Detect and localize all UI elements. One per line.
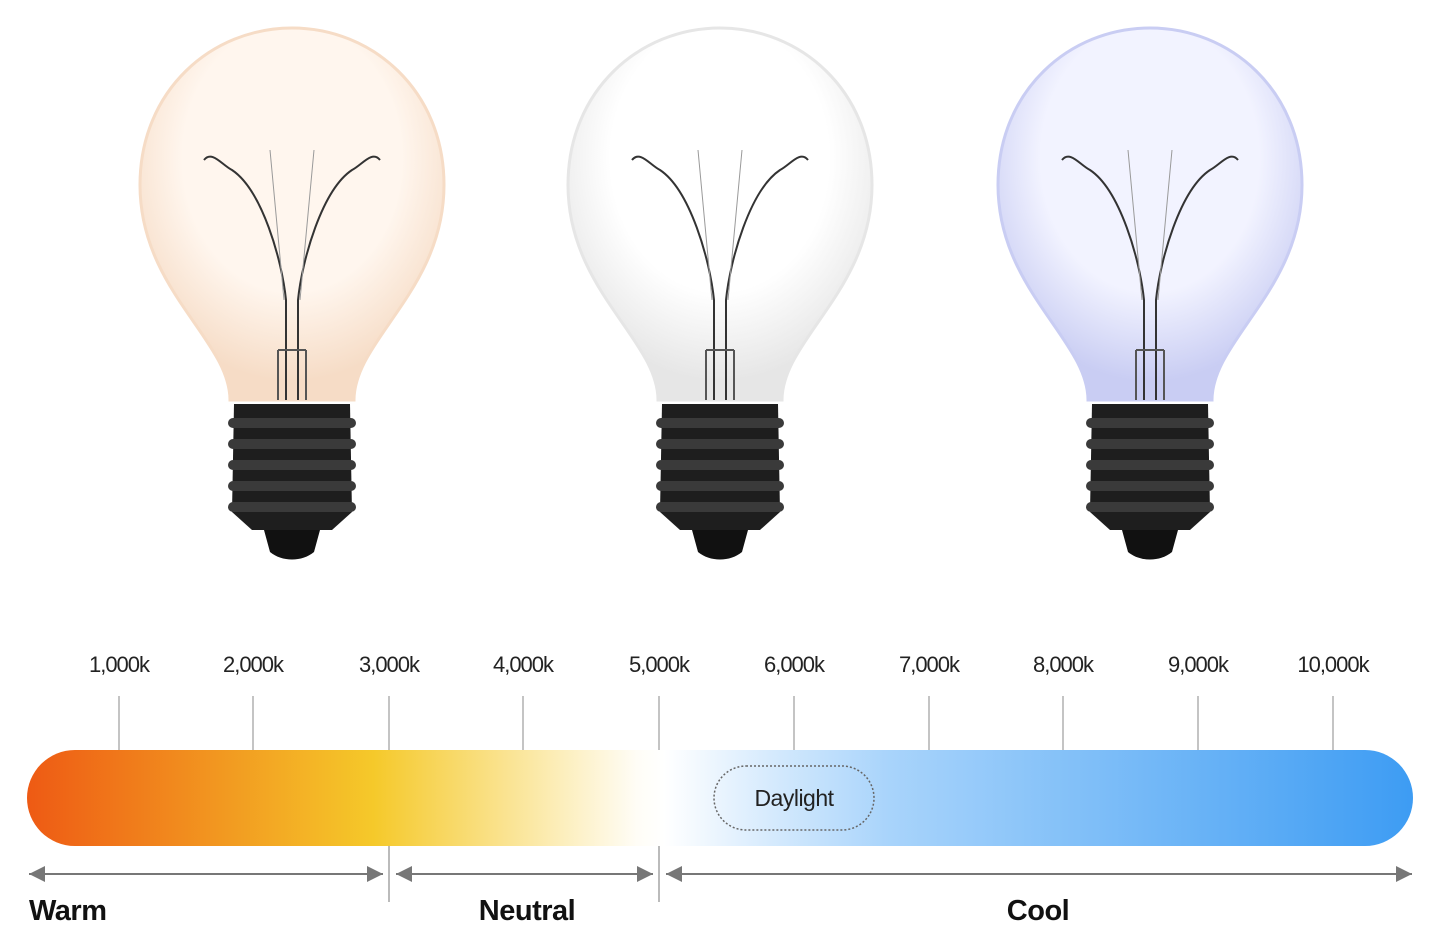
glass-globe	[138, 26, 446, 402]
zone-label-cool: Cool	[1007, 895, 1069, 927]
screw-base	[656, 404, 784, 560]
tick-label: 5,000k	[629, 652, 691, 677]
filament-icon	[203, 149, 381, 400]
tick-label: 8,000k	[1033, 652, 1095, 677]
daylight-badge	[713, 765, 875, 831]
tick-label: 9,000k	[1168, 652, 1230, 677]
filament-icon	[1061, 149, 1239, 400]
zone-label-warm: Warm	[29, 895, 107, 927]
screw-base	[228, 404, 356, 560]
tick-marks: 1,000k 2,000k 3,000k 4,000k 5,000k 6,000k 7,00…	[89, 652, 1372, 750]
tick-label: 2,000k	[223, 652, 285, 677]
zone-label-neutral: Neutral	[479, 895, 575, 927]
tick-label: 1,000k	[89, 652, 151, 677]
bulb-warm	[138, 26, 446, 560]
temperature-gradient-bar	[27, 750, 1413, 846]
screw-base	[1086, 404, 1214, 560]
bulb-neutral	[566, 26, 874, 560]
tick-label: 10,000k	[1297, 652, 1370, 677]
bulb-cool	[996, 26, 1304, 560]
glass-globe	[566, 26, 874, 402]
daylight-label: Daylight	[754, 785, 834, 811]
tick-label: 4,000k	[493, 652, 555, 677]
tick-label: 6,000k	[764, 652, 826, 677]
filament-icon	[631, 149, 809, 400]
tick-label: 3,000k	[359, 652, 421, 677]
light-bulbs	[138, 26, 1304, 560]
tick-label: 7,000k	[899, 652, 961, 677]
glass-globe	[996, 26, 1304, 402]
